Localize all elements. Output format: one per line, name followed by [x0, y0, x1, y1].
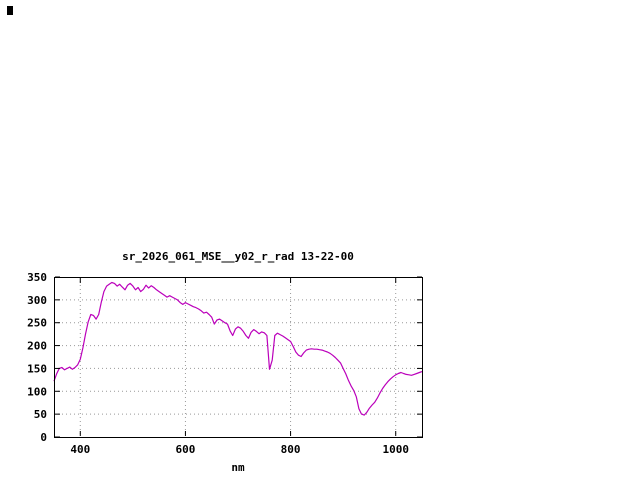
y-tick-label: 0	[40, 431, 47, 444]
y-tick-label: 100	[27, 385, 47, 398]
y-tick-label: 50	[34, 408, 47, 421]
screen-cursor-artifact	[7, 6, 13, 15]
plot-border	[54, 277, 423, 438]
x-axis-label: nm	[231, 461, 245, 474]
x-tick-label: 400	[70, 443, 90, 456]
x-tick-label: 800	[281, 443, 301, 456]
plot-title: sr_2026_061_MSE__y02_r_rad 13-22-00	[122, 250, 354, 263]
y-tick-label: 250	[27, 317, 47, 330]
y-tick-label: 300	[27, 294, 47, 307]
y-tick-label: 350	[27, 271, 47, 284]
data-series-line	[53, 281, 423, 416]
y-tick-label: 150	[27, 362, 47, 375]
x-tick-label: 1000	[382, 443, 409, 456]
x-tick-label: 600	[175, 443, 195, 456]
y-tick-label: 200	[27, 340, 47, 353]
